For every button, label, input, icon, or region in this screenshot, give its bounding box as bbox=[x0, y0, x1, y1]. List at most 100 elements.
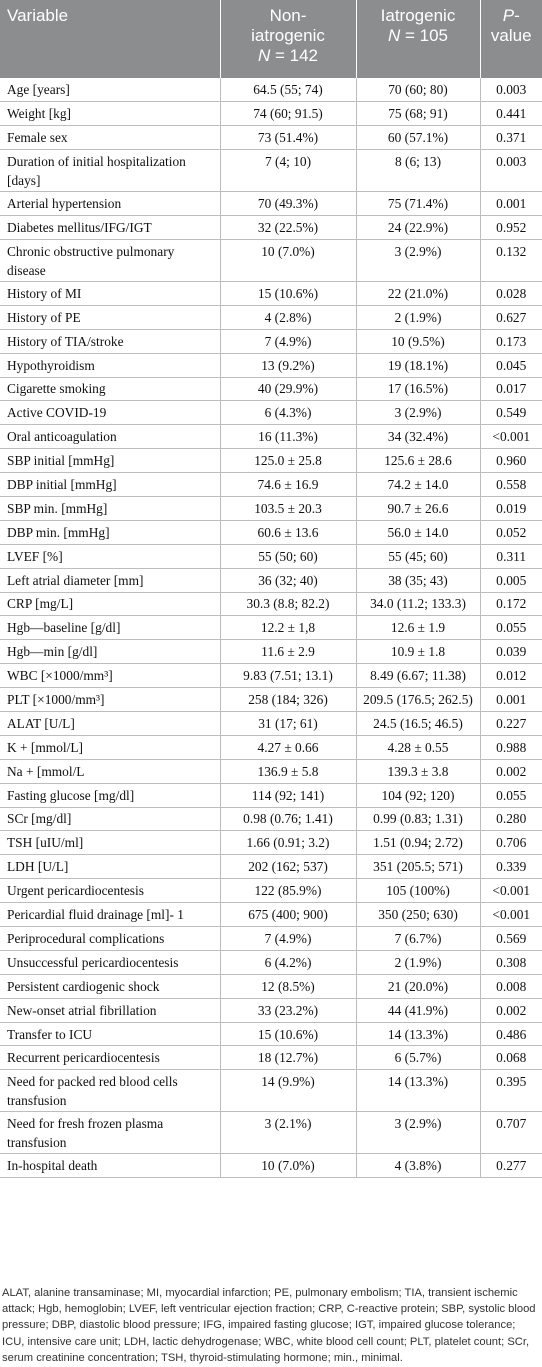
variable-cell: Fasting glucose [mg/dl] bbox=[0, 783, 220, 808]
p-value-cell: <0.001 bbox=[479, 902, 542, 927]
header-p-value: P- value bbox=[479, 0, 542, 78]
variable-cell: Need for fresh frozen plasma transfusion bbox=[0, 1111, 220, 1155]
table-row: Diabetes mellitus/IFG/IGT 32 (22.5%) 24 (2… bbox=[0, 215, 542, 240]
p-value-cell: 0.005 bbox=[479, 568, 542, 593]
table-row: Recurrent pericardiocentesis 18 (12.7%) 6 … bbox=[0, 1045, 542, 1071]
p-value-cell: 0.988 bbox=[479, 735, 542, 760]
variable-cell: Unsuccessful pericardiocentesis bbox=[0, 950, 220, 975]
table-row: SCr [mg/dl] 0.98 (0.76; 1.41) 0.99 (0.83; … bbox=[0, 807, 542, 832]
p-value-cell: 0.486 bbox=[479, 1022, 542, 1047]
non-iatrogenic-cell: 16 (11.3%) bbox=[219, 424, 356, 450]
non-iatrogenic-cell: 70 (49.3%) bbox=[219, 191, 356, 217]
p-value-cell: 0.028 bbox=[479, 281, 542, 306]
p-value-cell: 0.002 bbox=[479, 759, 542, 784]
table-row: CRP [mg/L] 30.3 (8.8; 82.2) 34.0 (11.2; 13… bbox=[0, 592, 542, 617]
non-iatrogenic-cell: 202 (162; 537) bbox=[219, 854, 356, 880]
variable-cell: TSH [uIU/ml] bbox=[0, 830, 220, 856]
table-row: Arterial hypertension 70 (49.3%) 75 (71.4%… bbox=[0, 191, 542, 217]
p-value-cell: 0.002 bbox=[479, 998, 542, 1023]
p-value-cell: 0.308 bbox=[479, 950, 542, 975]
variable-cell: Oral anticoagulation bbox=[0, 424, 220, 450]
variable-cell: Age [years] bbox=[0, 78, 220, 103]
table-row: Urgent pericardiocentesis 122 (85.9%) 105 … bbox=[0, 878, 542, 904]
iatrogenic-cell: 75 (71.4%) bbox=[355, 191, 480, 217]
variable-cell: SBP initial [mmHg] bbox=[0, 448, 220, 474]
p-value-cell: 0.441 bbox=[479, 101, 542, 127]
p-value-cell: 0.558 bbox=[479, 472, 542, 497]
non-iatrogenic-cell: 258 (184; 326) bbox=[219, 687, 356, 712]
p-value-cell: 0.001 bbox=[479, 687, 542, 712]
variable-cell: ALAT [U/L] bbox=[0, 711, 220, 736]
p-value-cell: 0.019 bbox=[479, 496, 542, 521]
p-value-cell: 0.017 bbox=[479, 377, 542, 402]
table-row: History of PE 4 (2.8%) 2 (1.9%) 0.627 bbox=[0, 305, 542, 330]
variable-cell: Active COVID-19 bbox=[0, 400, 220, 426]
variable-cell: Diabetes mellitus/IFG/IGT bbox=[0, 215, 220, 240]
p-value-cell: 0.068 bbox=[479, 1045, 542, 1071]
iatrogenic-cell: 8 (6; 13) bbox=[355, 149, 480, 193]
iatrogenic-cell: 3 (2.9%) bbox=[355, 1111, 480, 1155]
table-row: Cigarette smoking 40 (29.9%) 17 (16.5%) 0.0… bbox=[0, 377, 542, 402]
variable-cell: Weight [kg] bbox=[0, 101, 220, 127]
iatrogenic-cell: 75 (68; 91) bbox=[355, 101, 480, 127]
iatrogenic-cell: 14 (13.3%) bbox=[355, 1022, 480, 1047]
non-iatrogenic-cell: 15 (10.6%) bbox=[219, 281, 356, 306]
iatrogenic-cell: 8.49 (6.67; 11.38) bbox=[355, 663, 480, 689]
variable-cell: Pericardial fluid drainage [ml]- 1 bbox=[0, 902, 220, 927]
non-iatrogenic-cell: 30.3 (8.8; 82.2) bbox=[219, 592, 356, 617]
variable-cell: Arterial hypertension bbox=[0, 191, 220, 217]
table-row: Na + [mmol/L 136.9 ± 5.8 139.3 ± 3.8 0.002 bbox=[0, 759, 542, 784]
non-iatrogenic-cell: 136.9 ± 5.8 bbox=[219, 759, 356, 784]
p-value-cell: 0.311 bbox=[479, 544, 542, 569]
non-iatrogenic-cell: 11.6 ± 2.9 bbox=[219, 639, 356, 665]
non-iatrogenic-cell: 6 (4.3%) bbox=[219, 400, 356, 426]
header-variable: Variable bbox=[0, 0, 220, 78]
p-value-cell: 0.706 bbox=[479, 830, 542, 856]
p-value-cell: 0.549 bbox=[479, 400, 542, 426]
non-iatrogenic-cell: 7 (4; 10) bbox=[219, 149, 356, 193]
variable-cell: Hgb—min [g/dl] bbox=[0, 639, 220, 665]
p-value-cell: 0.052 bbox=[479, 520, 542, 545]
table-header: Variable Non- iatrogenic N = 142 Iatroge… bbox=[0, 0, 542, 78]
table-row: DBP min. [mmHg] 60.6 ± 13.6 56.0 ± 14.0 0.0… bbox=[0, 520, 542, 545]
iatrogenic-cell: 34 (32.4%) bbox=[355, 424, 480, 450]
iatrogenic-cell: 19 (18.1%) bbox=[355, 353, 480, 378]
variable-cell: History of MI bbox=[0, 281, 220, 306]
non-iatrogenic-cell: 15 (10.6%) bbox=[219, 1022, 356, 1047]
variable-cell: Persistent cardiogenic shock bbox=[0, 974, 220, 999]
table-row: Periprocedural complications 7 (4.9%) 7 (6… bbox=[0, 926, 542, 951]
iatrogenic-cell: 24 (22.9%) bbox=[355, 215, 480, 240]
table-row: Duration of initial hospitalization [day… bbox=[0, 149, 542, 193]
p-value-cell: 0.339 bbox=[479, 854, 542, 880]
non-iatrogenic-cell: 40 (29.9%) bbox=[219, 377, 356, 402]
non-iatrogenic-cell: 73 (51.4%) bbox=[219, 125, 356, 151]
non-iatrogenic-cell: 74 (60; 91.5) bbox=[219, 101, 356, 127]
non-iatrogenic-cell: 125.0 ± 25.8 bbox=[219, 448, 356, 474]
non-iatrogenic-cell: 64.5 (55; 74) bbox=[219, 78, 356, 103]
variable-cell: SCr [mg/dl] bbox=[0, 807, 220, 832]
variable-cell: New-onset atrial fibrillation bbox=[0, 998, 220, 1023]
non-iatrogenic-cell: 31 (17; 61) bbox=[219, 711, 356, 736]
p-value-cell: 0.277 bbox=[479, 1153, 542, 1179]
table-row: WBC [×1000/mm³] 9.83 (7.51; 13.1) 8.49 (6.… bbox=[0, 663, 542, 689]
variable-cell: Hgb—baseline [g/dl] bbox=[0, 615, 220, 641]
variable-cell: Transfer to ICU bbox=[0, 1022, 220, 1047]
iatrogenic-cell: 0.99 (0.83; 1.31) bbox=[355, 807, 480, 832]
variable-cell: PLT [×1000/mm³] bbox=[0, 687, 220, 712]
variable-cell: Need for packed red blood cells transfus… bbox=[0, 1069, 220, 1113]
non-iatrogenic-cell: 9.83 (7.51; 13.1) bbox=[219, 663, 356, 689]
non-iatrogenic-cell: 33 (23.2%) bbox=[219, 998, 356, 1023]
non-iatrogenic-cell: 114 (92; 141) bbox=[219, 783, 356, 808]
non-iatrogenic-cell: 6 (4.2%) bbox=[219, 950, 356, 975]
non-iatrogenic-cell: 60.6 ± 13.6 bbox=[219, 520, 356, 545]
table-row: Unsuccessful pericardiocentesis 6 (4.2%) 2… bbox=[0, 950, 542, 975]
table-row: Female sex 73 (51.4%) 60 (57.1%) 0.371 bbox=[0, 125, 542, 151]
table-body: Age [years] 64.5 (55; 74) 70 (60; 80) 0.003… bbox=[0, 78, 542, 1179]
table-row: Need for packed red blood cells transfus… bbox=[0, 1069, 542, 1113]
variable-cell: Cigarette smoking bbox=[0, 377, 220, 402]
p-value-cell: 0.569 bbox=[479, 926, 542, 951]
non-iatrogenic-cell: 3 (2.1%) bbox=[219, 1111, 356, 1155]
non-iatrogenic-cell: 18 (12.7%) bbox=[219, 1045, 356, 1071]
iatrogenic-cell: 60 (57.1%) bbox=[355, 125, 480, 151]
non-iatrogenic-cell: 74.6 ± 16.9 bbox=[219, 472, 356, 497]
